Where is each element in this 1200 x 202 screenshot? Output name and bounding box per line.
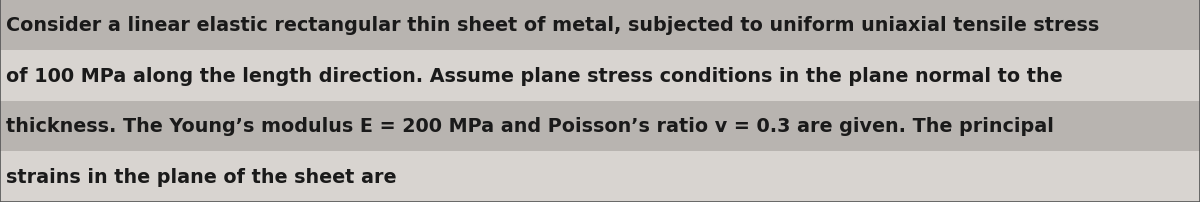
Text: Consider a linear elastic rectangular thin sheet of metal, subjected to uniform : Consider a linear elastic rectangular th… — [6, 16, 1099, 35]
Bar — [0, 50, 1200, 101]
Text: strains in the plane of the sheet are: strains in the plane of the sheet are — [6, 167, 396, 186]
Bar — [0, 152, 1200, 202]
Bar — [0, 0, 1200, 50]
Text: of 100 MPa along the length direction. Assume plane stress conditions in the pla: of 100 MPa along the length direction. A… — [6, 66, 1063, 85]
Bar — [0, 101, 1200, 152]
Text: thickness. The Young’s modulus E = 200 MPa and Poisson’s ratio v = 0.3 are given: thickness. The Young’s modulus E = 200 M… — [6, 117, 1054, 136]
